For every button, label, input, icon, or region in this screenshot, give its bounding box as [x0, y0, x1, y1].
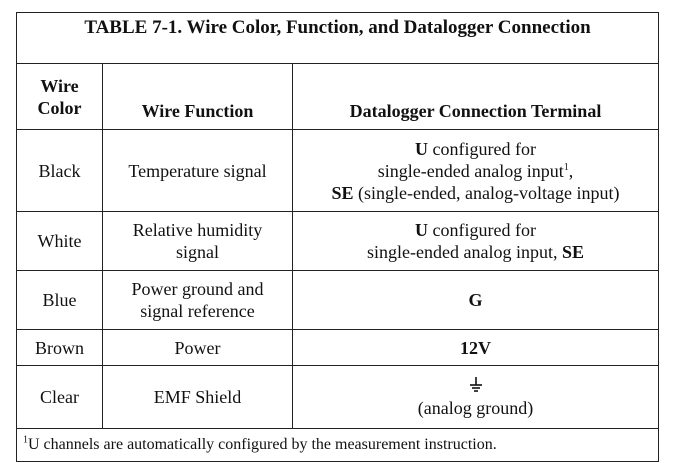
table-footnote: 1U channels are automatically configured… — [16, 428, 659, 462]
cell-terminal: U configured for single-ended analog inp… — [292, 129, 659, 212]
table-row: White Relative humidity signal U configur… — [16, 211, 659, 271]
terminal-text: configured for — [428, 220, 536, 240]
header-text: Color — [37, 97, 82, 118]
terminal-text: , — [568, 160, 574, 181]
table-row: Clear EMF Shield (analog ground) — [16, 365, 659, 429]
table-title: TABLE 7-1. Wire Color, Function, and Dat… — [16, 12, 659, 64]
cell-function: Power — [102, 329, 293, 366]
terminal-code: SE — [331, 182, 354, 203]
terminal-text: (single-ended, analog-voltage input) — [353, 182, 620, 203]
function-text: signal — [176, 242, 219, 262]
function-text: signal reference — [140, 301, 255, 321]
cell-color: Black — [16, 129, 103, 212]
header-row: Wire Color Wire Function Datalogger Conne… — [16, 63, 659, 130]
table-row: Blue Power ground and signal reference G — [16, 270, 659, 330]
terminal-code: U — [415, 220, 429, 240]
cell-color: Clear — [16, 365, 103, 429]
header-wire-color: Wire Color — [16, 63, 103, 130]
cell-function: Power ground and signal reference — [102, 270, 293, 330]
cell-terminal: G — [292, 270, 659, 330]
cell-color: White — [16, 211, 103, 271]
cell-color: Brown — [16, 329, 103, 366]
cell-function: EMF Shield — [102, 365, 293, 429]
header-terminal: Datalogger Connection Terminal — [292, 63, 659, 130]
terminal-code: SE — [561, 242, 584, 262]
header-text: Wire — [40, 75, 79, 96]
cell-color: Blue — [16, 270, 103, 330]
ground-symbol-icon — [469, 377, 482, 392]
terminal-text: single-ended analog input — [377, 160, 564, 181]
terminal-text: single-ended analog input, — [367, 242, 562, 262]
cell-terminal: (analog ground) — [292, 365, 659, 429]
footnote-marker: 1 — [23, 434, 28, 446]
terminal-code: 12V — [460, 337, 491, 358]
table-row: Black Temperature signal U configured fo… — [16, 129, 659, 212]
header-wire-function: Wire Function — [102, 63, 293, 130]
cell-function: Relative humidity signal — [102, 211, 293, 271]
table-row: Brown Power 12V — [16, 329, 659, 366]
cell-terminal: U configured for single-ended analog inp… — [292, 211, 659, 271]
terminal-code: U — [415, 138, 429, 159]
cell-function: Temperature signal — [102, 129, 293, 212]
terminal-text: configured for — [428, 138, 536, 159]
footnote-text: U channels are automatically configured … — [28, 436, 497, 453]
terminal-text: (analog ground) — [417, 398, 534, 418]
wire-connection-table: TABLE 7-1. Wire Color, Function, and Dat… — [16, 12, 659, 462]
function-text: Power ground and — [131, 279, 264, 299]
cell-terminal: 12V — [292, 329, 659, 366]
footnote-marker: 1 — [563, 161, 569, 173]
function-text: Relative humidity — [132, 220, 263, 240]
terminal-code: G — [468, 290, 483, 310]
